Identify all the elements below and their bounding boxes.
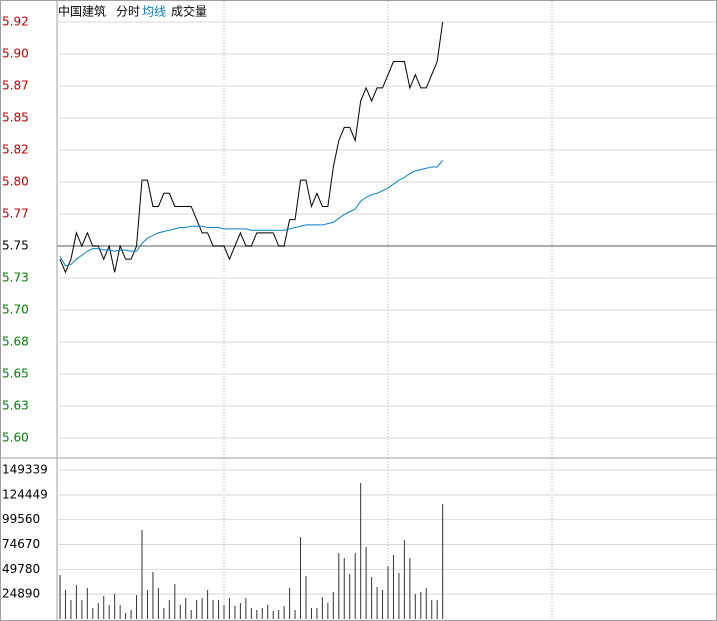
price-line: [59, 21, 444, 274]
y-tick-label: 5.60: [2, 431, 29, 445]
y-tick-label: 5.70: [2, 303, 29, 317]
y-tick-label: 124449: [2, 487, 48, 501]
y-tick-label: 49780: [2, 562, 40, 576]
y-tick-label: 5.92: [2, 15, 29, 29]
y-tick-label: 99560: [2, 512, 40, 526]
y-tick-label: 5.85: [2, 111, 29, 125]
y-tick-label: 24890: [2, 587, 40, 601]
y-tick-label: 5.90: [2, 47, 29, 61]
y-tick-label: 5.87: [2, 79, 29, 93]
y-tick-label: 5.73: [2, 271, 29, 285]
y-tick-label: 5.75: [2, 239, 29, 253]
y-tick-label: 5.68: [2, 335, 29, 349]
legend-label: 均线: [142, 5, 166, 19]
y-tick-label: 5.77: [2, 206, 29, 220]
y-tick-label: 5.63: [2, 398, 29, 412]
legend-label: 成交量: [171, 4, 207, 19]
y-tick-label: 5.65: [2, 366, 29, 380]
legend-label: 分时: [116, 5, 140, 19]
chart-title: 中国建筑: [58, 4, 106, 19]
price-line: [59, 160, 444, 267]
y-tick-label: 74670: [2, 537, 40, 551]
y-tick-label: 5.82: [2, 142, 29, 156]
y-tick-label: 149339: [2, 463, 48, 477]
y-tick-label: 5.80: [2, 174, 29, 188]
